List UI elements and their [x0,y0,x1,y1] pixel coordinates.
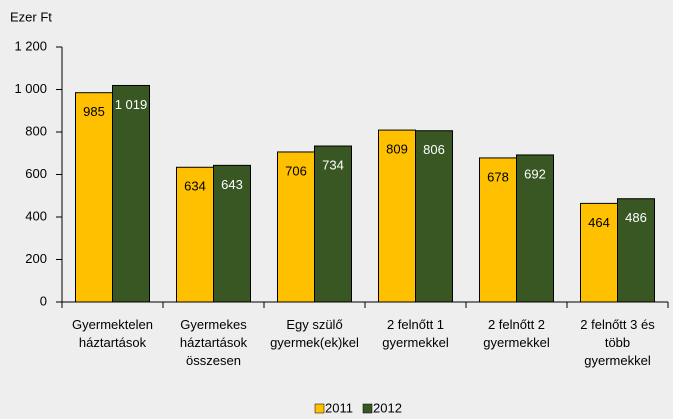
bar [479,157,517,303]
y-tick-label: 400 [25,208,47,223]
x-tick-label-line: háztartások [79,335,147,350]
x-tick-label: Gyermektelen háztartások [72,317,153,350]
data-label: 678 [487,169,509,184]
x-tick-label-line: összesen [186,353,241,368]
y-tick-label: 200 [25,251,47,266]
x-tick-label-line: 2 felnőtt 3 és [580,317,655,332]
y-tick-label: 1 200 [14,38,47,53]
data-label: 985 [83,104,105,119]
y-axis-label: Ezer Ft [10,9,52,24]
legend-label: 2012 [373,400,402,415]
data-label: 692 [524,166,546,181]
legend-swatch [362,403,373,414]
x-tick-label-line: Egy szülő [286,317,342,332]
data-label: 486 [625,210,647,225]
data-label: 734 [322,157,344,172]
data-label: 634 [184,179,206,194]
x-tick-label: Egy szülő gyermek(ek)kel [270,317,359,350]
y-tick-label: 600 [25,166,47,181]
data-label: 1 019 [115,97,148,112]
data-label: 464 [588,215,610,230]
x-tick-label: Gyermekes háztartások összesen [180,317,248,368]
bar [112,84,150,303]
x-tick-label-line: gyermek(ek)kel [270,335,359,350]
x-tick-label-line: 2 felnőtt 2 [488,317,545,332]
y-tick-label: 0 [40,293,47,308]
x-tick-label-line: Gyermekes [180,317,247,332]
x-tick-label-line: gyermekkel [382,335,449,350]
x-tick-label: 2 felnőtt 1 gyermekkel [382,317,449,350]
data-label: 706 [285,163,307,178]
x-tick-label-line: 2 felnőtt 1 [387,317,444,332]
x-tick-label-line: gyermekkel [584,353,651,368]
legend-label: 2011 [325,400,353,415]
y-tick-label: 1 000 [14,81,47,96]
bar [415,130,453,303]
bar [213,164,251,303]
x-tick-label-line: Gyermektelen [72,317,153,332]
x-tick-label-line: háztartások [180,335,248,350]
bar [516,154,554,303]
x-tick-label: 2 felnőtt 3 és több gyermekkel [580,317,655,368]
bar [75,92,113,303]
data-label: 809 [386,142,408,157]
data-label: 806 [423,142,445,157]
legend-swatch [314,403,325,414]
data-label: 643 [221,177,243,192]
x-tick-label-line: gyermekkel [483,335,550,350]
bar [617,198,655,303]
x-tick-label-line: több [605,335,630,350]
bar [580,202,618,303]
bar [176,166,214,303]
x-tick-label: 2 felnőtt 2 gyermekkel [483,317,550,350]
y-tick-label: 800 [25,123,47,138]
